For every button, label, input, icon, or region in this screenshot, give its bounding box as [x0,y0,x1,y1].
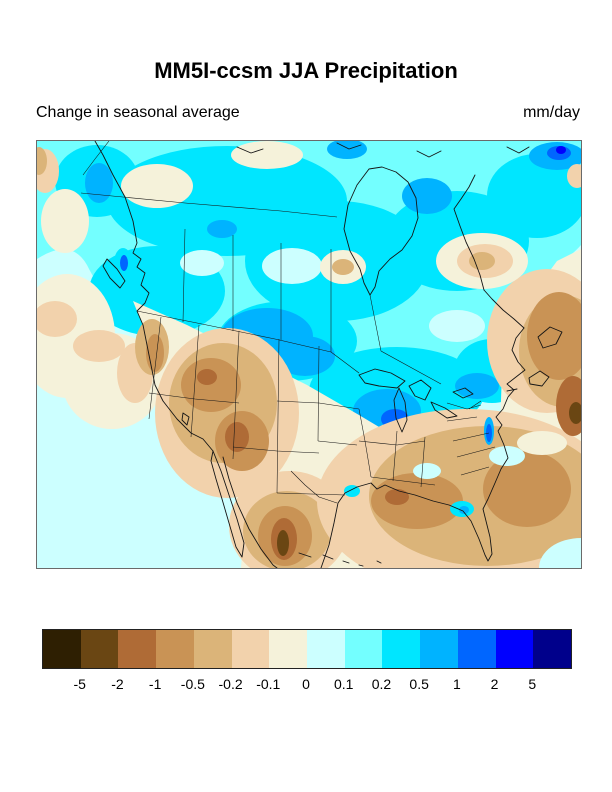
colorbar-cell [156,630,194,668]
coastlines [94,141,563,568]
colorbar-cell [307,630,345,668]
colorbar-cell [193,630,232,668]
colorbar-cell [420,630,458,668]
colorbar-cell [118,630,157,668]
colorbar-tick-label: 1 [452,676,461,692]
colorbar-tick-label: 5 [528,676,537,692]
colorbar-cell [457,630,496,668]
colorbar-cell [495,630,534,668]
colorbar-tick-label: 0.2 [371,676,392,692]
precipitation-map [37,141,581,568]
colorbar-tick-label: -0.2 [218,676,243,692]
colorbar-tick-label: 0.1 [333,676,354,692]
colorbar-cell [231,630,270,668]
map-panel [36,140,582,569]
colorbar-tick-label: -5 [73,676,86,692]
colorbar-cell [382,630,421,668]
state-borders [80,141,496,504]
colorbar-tick-label: 0 [302,676,310,692]
colorbar-labels: -5 -2 -1 -0.5 -0.2 -0.1 0 0.1 0.2 0.5 1 2 5 [42,676,570,694]
figure-subtitle: Change in seasonal average [36,104,240,121]
figure-title: MM5I-ccsm JJA Precipitation [154,58,458,83]
colorbar-cell [344,630,383,668]
colorbar-tick-label: 2 [490,676,499,692]
colorbar-cell [269,630,308,668]
colorbar-tick-label: 0.5 [409,676,429,692]
units-label: mm/day [523,104,580,121]
subtitle-row: Change in seasonal average mm/day [36,104,580,122]
colorbar [42,629,572,669]
dry-anomaly-field [37,141,581,568]
colorbar-tick-label: -2 [111,676,124,692]
colorbar-cell [533,630,572,668]
colorbar-cell [80,630,119,668]
colorbar-cell [43,630,81,668]
colorbar-tick-label: -0.5 [180,676,205,692]
colorbar-tick-label: -1 [148,676,162,692]
colorbar-tick-label: -0.1 [256,676,281,692]
